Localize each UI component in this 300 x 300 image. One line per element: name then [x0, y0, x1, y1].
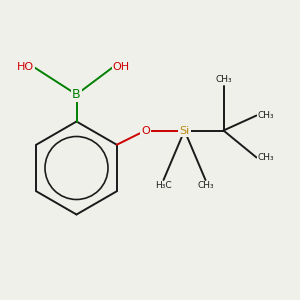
Text: HO: HO: [17, 62, 34, 73]
Text: OH: OH: [112, 62, 130, 73]
Text: CH₃: CH₃: [197, 182, 214, 190]
Text: CH₃: CH₃: [215, 75, 232, 84]
Text: B: B: [72, 88, 81, 101]
Text: CH₃: CH₃: [258, 111, 274, 120]
Text: CH₃: CH₃: [258, 153, 274, 162]
Text: Si: Si: [179, 125, 190, 136]
Text: O: O: [141, 125, 150, 136]
Text: H₃C: H₃C: [155, 182, 172, 190]
